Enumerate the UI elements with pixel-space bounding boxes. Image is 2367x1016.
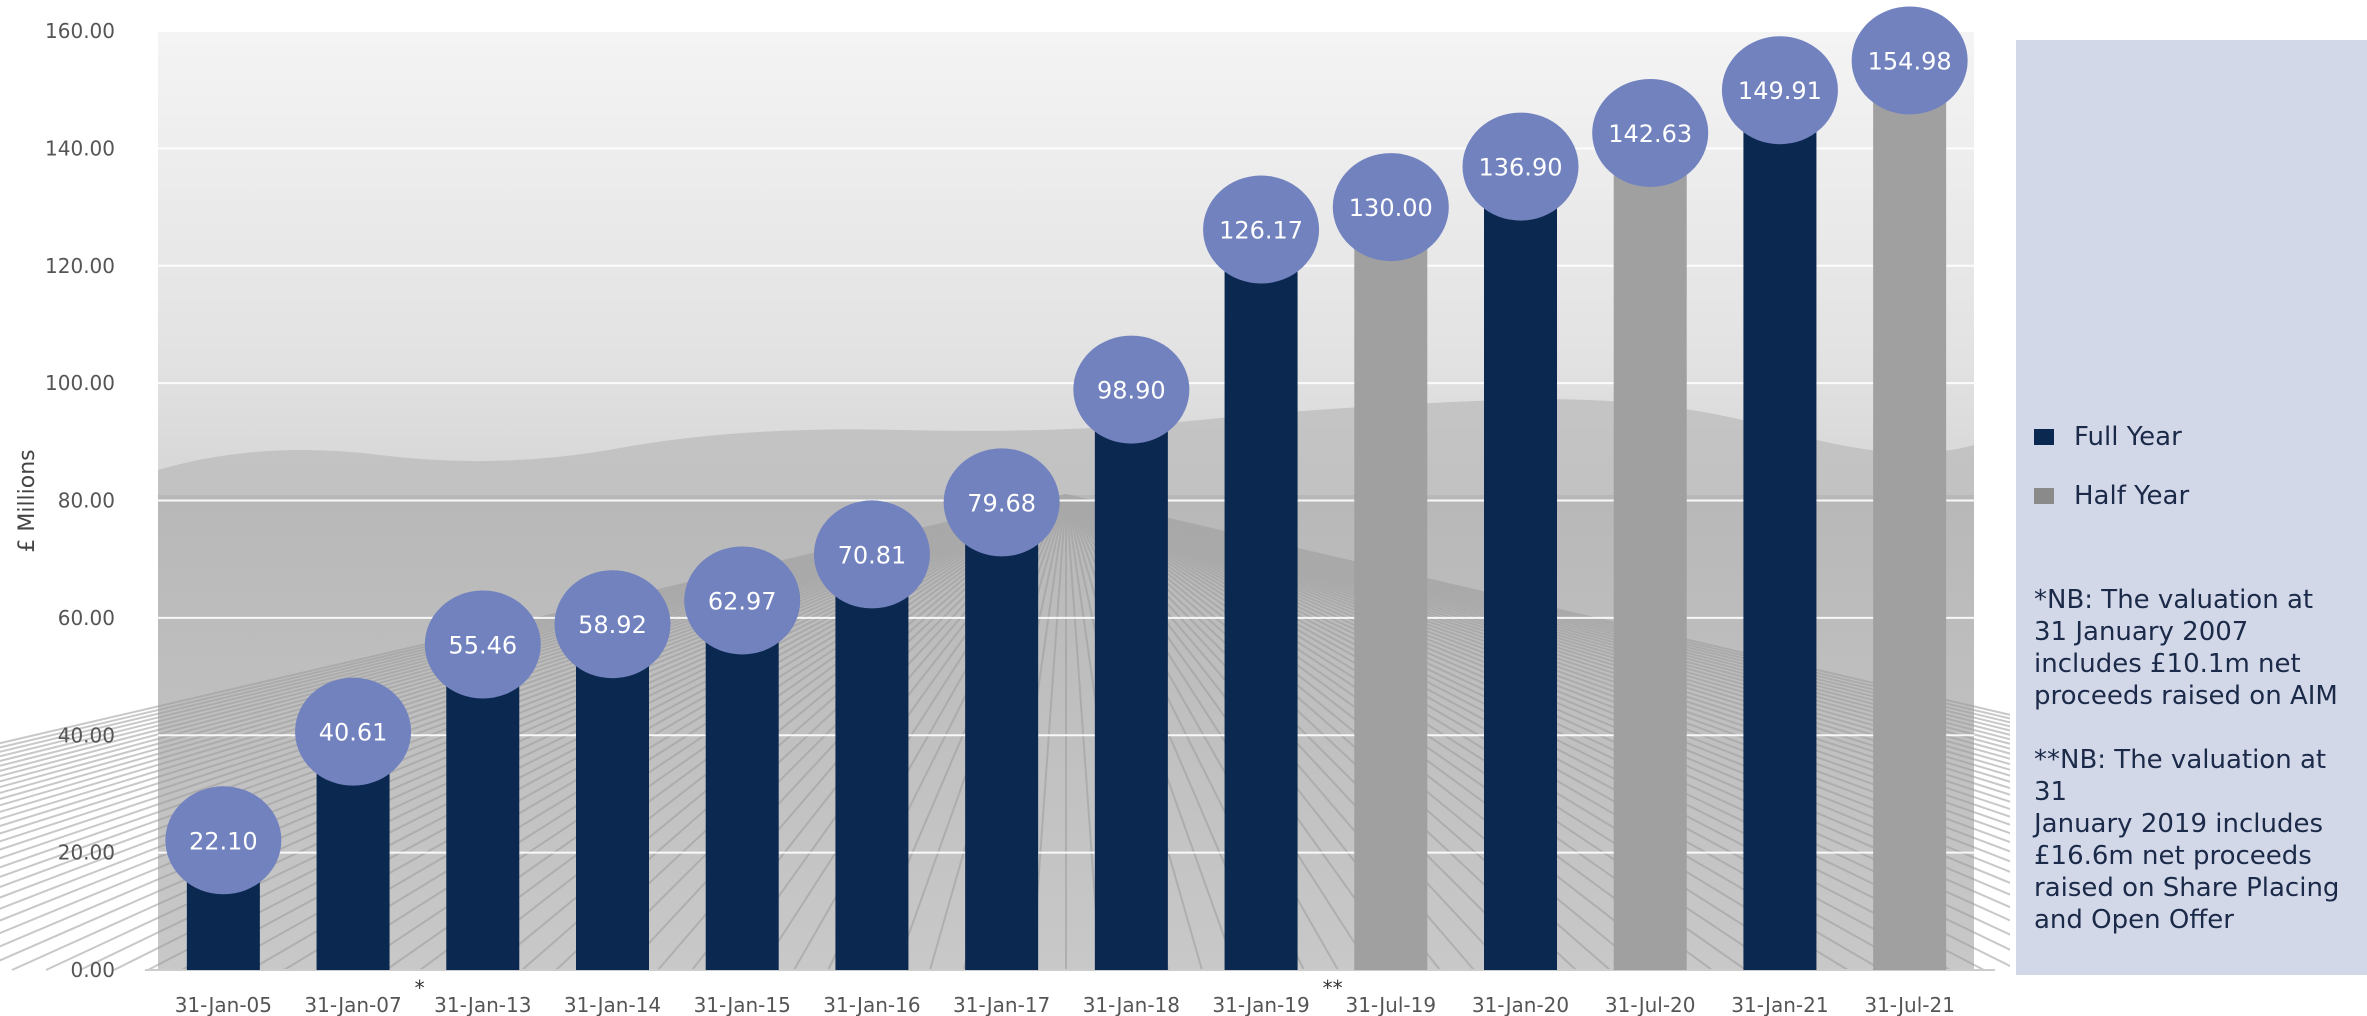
bar-31-jul-19 bbox=[1354, 207, 1428, 970]
legend-label: Half Year bbox=[2074, 481, 2190, 511]
footnote-2019: **NB: The valuation at 31 January 2019 i… bbox=[2034, 745, 2340, 935]
legend-swatch-full-year bbox=[2034, 429, 2054, 445]
data-label: 40.61 bbox=[319, 719, 388, 747]
x-tick-label: 31-Jan-20 bbox=[1472, 993, 1569, 1016]
data-label: 79.68 bbox=[967, 489, 1036, 517]
value-bubble bbox=[684, 546, 801, 655]
x-tick-label: 31-Jan-13 bbox=[434, 993, 531, 1016]
value-bubble bbox=[1462, 112, 1579, 221]
x-tick-label: 31-Jan-16 bbox=[823, 993, 920, 1016]
y-axis: 0.00 20.00 40.00 60.00 80.00 100.00 120.00 140.… bbox=[45, 19, 115, 982]
legend-item-full-year: Full Year bbox=[2034, 418, 2189, 456]
data-label: 130.00 bbox=[1349, 194, 1433, 222]
y-tick-label: 140.00 bbox=[45, 136, 115, 160]
bar-31-jan-18 bbox=[1094, 389, 1168, 970]
bar-31-jul-21 bbox=[1873, 60, 1947, 971]
data-label: 62.97 bbox=[708, 587, 777, 615]
bar-31-jan-14 bbox=[576, 624, 649, 970]
value-bubble bbox=[1332, 153, 1449, 262]
data-label: 70.81 bbox=[838, 541, 907, 569]
x-tick-label: 31-Jan-17 bbox=[953, 993, 1050, 1016]
bar-31-jul-20 bbox=[1613, 132, 1687, 970]
x-tick-label: 31-Jan-21 bbox=[1731, 993, 1828, 1016]
y-tick-label: 160.00 bbox=[45, 19, 115, 43]
value-bubble bbox=[1073, 335, 1190, 444]
bar-31-jan-19 bbox=[1224, 229, 1298, 971]
y-axis-title: £ Millions bbox=[15, 449, 40, 552]
data-label: 98.90 bbox=[1097, 377, 1166, 405]
y-tick-label: 100.00 bbox=[45, 371, 115, 395]
data-label: 136.90 bbox=[1479, 154, 1563, 182]
legend: Full Year Half Year bbox=[2034, 418, 2189, 536]
chart-svg: 0.00 20.00 40.00 60.00 80.00 100.00 120.00 140.… bbox=[0, 6, 2010, 1016]
legend-item-half-year: Half Year bbox=[2034, 477, 2189, 515]
bar-31-jan-16 bbox=[835, 554, 909, 970]
legend-panel: Full Year Half Year *NB: The valuation a… bbox=[2016, 40, 2367, 975]
bar-31-jan-13 bbox=[446, 644, 520, 970]
value-bubble bbox=[1851, 6, 1968, 115]
y-tick-label: 0.00 bbox=[70, 958, 115, 982]
value-bubble bbox=[1721, 36, 1838, 145]
value-bubble bbox=[165, 786, 282, 895]
x-tick-label: 31-Jan-15 bbox=[694, 993, 791, 1016]
x-tick-label: 31-Jan-07 bbox=[304, 993, 401, 1016]
footnote-marker: ** bbox=[1323, 976, 1343, 1000]
footnote-marker: * bbox=[415, 976, 425, 1000]
value-bubble bbox=[813, 500, 930, 609]
footnote-markers: * ** bbox=[415, 976, 1343, 1000]
x-tick-label: 31-Jan-14 bbox=[564, 993, 661, 1016]
value-bubbles: 22.10 40.61 55.46 58.92 62.97 70.81 79.68 98.90… bbox=[165, 6, 1968, 895]
x-tick-label: 31-Jul-20 bbox=[1605, 993, 1696, 1016]
data-label: 58.92 bbox=[578, 611, 647, 639]
legend-label: Full Year bbox=[2074, 422, 2182, 452]
data-label: 126.17 bbox=[1219, 217, 1303, 245]
y-tick-label: 80.00 bbox=[58, 489, 115, 513]
data-label: 142.63 bbox=[1608, 120, 1692, 148]
y-tick-label: 40.00 bbox=[58, 723, 115, 747]
footnote-2007: *NB: The valuation at 31 January 2007 in… bbox=[2034, 585, 2338, 711]
bar-31-jan-21 bbox=[1743, 90, 1817, 970]
y-tick-label: 20.00 bbox=[58, 841, 115, 865]
data-label: 22.10 bbox=[189, 827, 258, 855]
value-bubble bbox=[1592, 78, 1709, 187]
x-tick-label: 31-Jan-18 bbox=[1083, 993, 1180, 1016]
y-tick-label: 120.00 bbox=[45, 254, 115, 278]
data-label: 154.98 bbox=[1868, 47, 1952, 75]
data-label: 55.46 bbox=[448, 632, 517, 660]
value-bubble bbox=[943, 448, 1060, 557]
data-label: 149.91 bbox=[1738, 77, 1822, 105]
x-axis-ticks: 31-Jan-05 31-Jan-07 31-Jan-13 31-Jan-14 31-J… bbox=[175, 993, 1955, 1016]
bar-31-jan-17 bbox=[965, 502, 1039, 970]
x-tick-label: 31-Jul-21 bbox=[1864, 993, 1955, 1016]
value-bubble bbox=[295, 677, 412, 786]
x-tick-label: 31-Jan-05 bbox=[175, 993, 272, 1016]
bar-31-jan-20 bbox=[1484, 166, 1557, 971]
y-tick-label: 60.00 bbox=[58, 606, 115, 630]
x-tick-label: 31-Jan-19 bbox=[1212, 993, 1309, 1016]
value-bubble bbox=[554, 570, 671, 679]
value-bubble bbox=[424, 590, 541, 699]
bar-31-jan-15 bbox=[705, 600, 779, 970]
x-tick-label: 31-Jul-19 bbox=[1345, 993, 1436, 1016]
legend-swatch-half-year bbox=[2034, 488, 2054, 504]
value-bubble bbox=[1203, 175, 1320, 284]
